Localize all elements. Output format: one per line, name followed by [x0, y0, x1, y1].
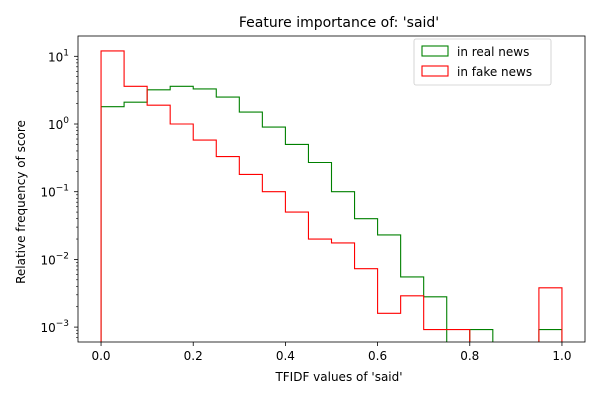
- x-tick-label: 0.6: [368, 349, 387, 363]
- series-real-histogram: [100, 85, 563, 342]
- plot-series: [100, 50, 563, 342]
- legend-label-real: in real news: [457, 45, 529, 59]
- x-tick-label: 0.4: [276, 349, 295, 363]
- x-tick-label: 0.2: [184, 349, 203, 363]
- x-axis-title: TFIDF values of 'said': [274, 370, 402, 384]
- y-axis-title: Relative frequency of score: [14, 120, 28, 284]
- legend-swatch-fake: [421, 65, 449, 77]
- legend-swatch-real: [421, 45, 449, 57]
- x-tick-label: 1.0: [552, 349, 571, 363]
- x-axis: 0.0 0.2 0.4 0.6 0.8 1.0: [91, 342, 572, 363]
- legend-label-fake: in fake news: [457, 65, 532, 79]
- x-tick-label: 0.8: [460, 349, 479, 363]
- x-tick-label: 0.0: [91, 349, 110, 363]
- y-tick-label: 10−1: [40, 184, 69, 200]
- y-tick-label: 100: [48, 116, 69, 132]
- chart-title: Feature importance of: 'said': [239, 15, 439, 31]
- series-fake-histogram: [100, 50, 563, 342]
- y-tick-label: 10−3: [40, 319, 69, 335]
- legend: in real news in fake news: [413, 38, 552, 86]
- y-axis: 10−3 10−2 10−1 100 101: [40, 48, 78, 338]
- y-tick-label: 101: [48, 48, 69, 64]
- y-tick-label: 10−2: [40, 251, 69, 267]
- plot-frame: [77, 35, 586, 343]
